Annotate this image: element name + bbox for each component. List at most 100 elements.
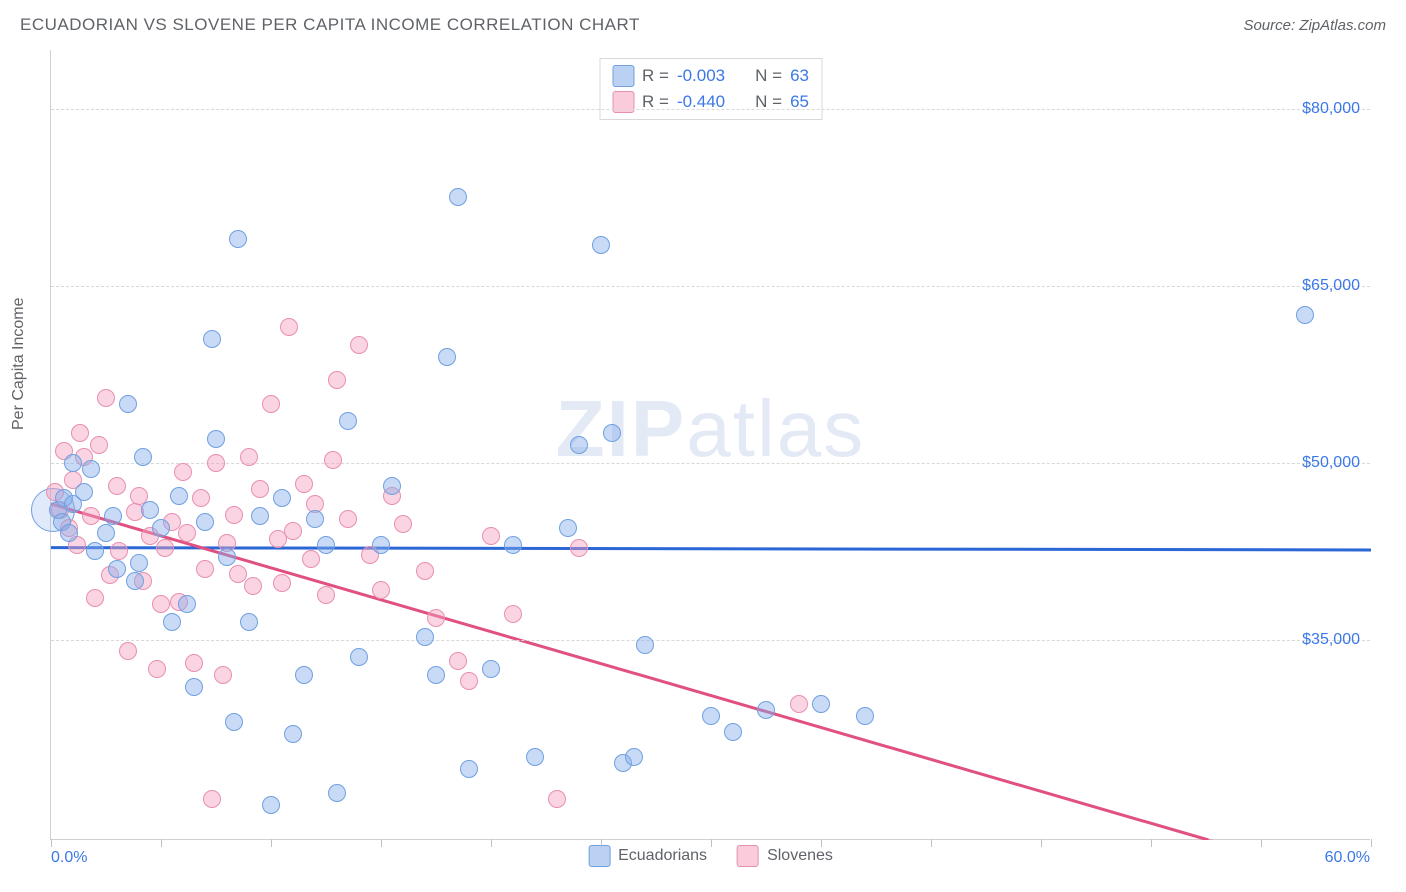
x-tick bbox=[491, 839, 492, 847]
data-point bbox=[225, 713, 243, 731]
data-point bbox=[207, 454, 225, 472]
legend-swatch bbox=[612, 65, 634, 87]
data-point bbox=[350, 336, 368, 354]
data-point bbox=[75, 483, 93, 501]
data-point bbox=[328, 371, 346, 389]
data-point bbox=[174, 463, 192, 481]
data-point bbox=[350, 648, 368, 666]
legend-label: Slovenes bbox=[767, 847, 833, 865]
x-tick bbox=[711, 839, 712, 847]
x-tick bbox=[1151, 839, 1152, 847]
y-tick-label: $80,000 bbox=[1302, 100, 1360, 118]
data-point bbox=[1296, 306, 1314, 324]
data-point bbox=[273, 489, 291, 507]
data-point bbox=[119, 642, 137, 660]
data-point bbox=[460, 760, 478, 778]
data-point bbox=[86, 542, 104, 560]
data-point bbox=[504, 605, 522, 623]
data-point bbox=[126, 572, 144, 590]
data-point bbox=[339, 510, 357, 528]
legend-stat-row: R = -0.440N = 65 bbox=[612, 89, 809, 115]
data-point bbox=[207, 430, 225, 448]
data-point bbox=[702, 707, 720, 725]
x-tick bbox=[821, 839, 822, 847]
data-point bbox=[170, 487, 188, 505]
data-point bbox=[856, 707, 874, 725]
data-point bbox=[185, 654, 203, 672]
data-point bbox=[119, 395, 137, 413]
data-point bbox=[104, 507, 122, 525]
data-point bbox=[570, 436, 588, 454]
data-point bbox=[134, 448, 152, 466]
data-point bbox=[97, 389, 115, 407]
chart-title: ECUADORIAN VS SLOVENE PER CAPITA INCOME … bbox=[20, 15, 640, 35]
data-point bbox=[482, 527, 500, 545]
legend-label: Ecuadorians bbox=[618, 847, 707, 865]
data-point bbox=[504, 536, 522, 554]
n-label: N = bbox=[755, 66, 782, 86]
data-point bbox=[416, 628, 434, 646]
data-point bbox=[339, 412, 357, 430]
data-point bbox=[203, 790, 221, 808]
data-point bbox=[548, 790, 566, 808]
data-point bbox=[262, 796, 280, 814]
data-point bbox=[416, 562, 434, 580]
x-tick bbox=[271, 839, 272, 847]
x-tick bbox=[601, 839, 602, 847]
r-label: R = bbox=[642, 66, 669, 86]
series-legend: Ecuadorians Slovenes bbox=[588, 845, 833, 867]
data-point bbox=[372, 581, 390, 599]
x-tick bbox=[1371, 839, 1372, 847]
x-tick bbox=[1041, 839, 1042, 847]
data-point bbox=[110, 542, 128, 560]
r-value: -0.003 bbox=[677, 66, 725, 86]
data-point bbox=[273, 574, 291, 592]
data-point bbox=[328, 784, 346, 802]
data-point bbox=[427, 666, 445, 684]
data-point bbox=[130, 554, 148, 572]
x-max-label: 60.0% bbox=[1325, 849, 1370, 867]
data-point bbox=[280, 318, 298, 336]
data-point bbox=[295, 666, 313, 684]
data-point bbox=[592, 236, 610, 254]
data-point bbox=[251, 507, 269, 525]
data-point bbox=[97, 524, 115, 542]
data-point bbox=[790, 695, 808, 713]
x-tick bbox=[161, 839, 162, 847]
x-min-label: 0.0% bbox=[51, 849, 87, 867]
y-axis-label: Per Capita Income bbox=[10, 297, 28, 430]
data-point bbox=[317, 536, 335, 554]
data-point bbox=[82, 460, 100, 478]
data-point bbox=[244, 577, 262, 595]
data-point bbox=[812, 695, 830, 713]
data-point bbox=[229, 230, 247, 248]
legend-item: Ecuadorians bbox=[588, 845, 707, 867]
data-point bbox=[295, 475, 313, 493]
data-point bbox=[306, 510, 324, 528]
data-point bbox=[372, 536, 390, 554]
legend-swatch bbox=[588, 845, 610, 867]
data-point bbox=[757, 701, 775, 719]
data-point bbox=[185, 678, 203, 696]
data-point bbox=[86, 589, 104, 607]
data-point bbox=[449, 652, 467, 670]
data-point bbox=[178, 595, 196, 613]
data-point bbox=[251, 480, 269, 498]
data-point bbox=[317, 586, 335, 604]
data-point bbox=[156, 539, 174, 557]
data-point bbox=[460, 672, 478, 690]
x-tick bbox=[381, 839, 382, 847]
x-tick bbox=[1261, 839, 1262, 847]
data-point bbox=[559, 519, 577, 537]
data-point bbox=[438, 348, 456, 366]
data-point bbox=[60, 524, 78, 542]
data-point bbox=[724, 723, 742, 741]
data-point bbox=[449, 188, 467, 206]
data-point bbox=[482, 660, 500, 678]
legend-stat-row: R = -0.003N = 63 bbox=[612, 63, 809, 89]
y-tick-label: $35,000 bbox=[1302, 631, 1360, 649]
x-tick bbox=[51, 839, 52, 847]
legend-item: Slovenes bbox=[737, 845, 833, 867]
gridline bbox=[51, 286, 1370, 287]
data-point bbox=[240, 613, 258, 631]
